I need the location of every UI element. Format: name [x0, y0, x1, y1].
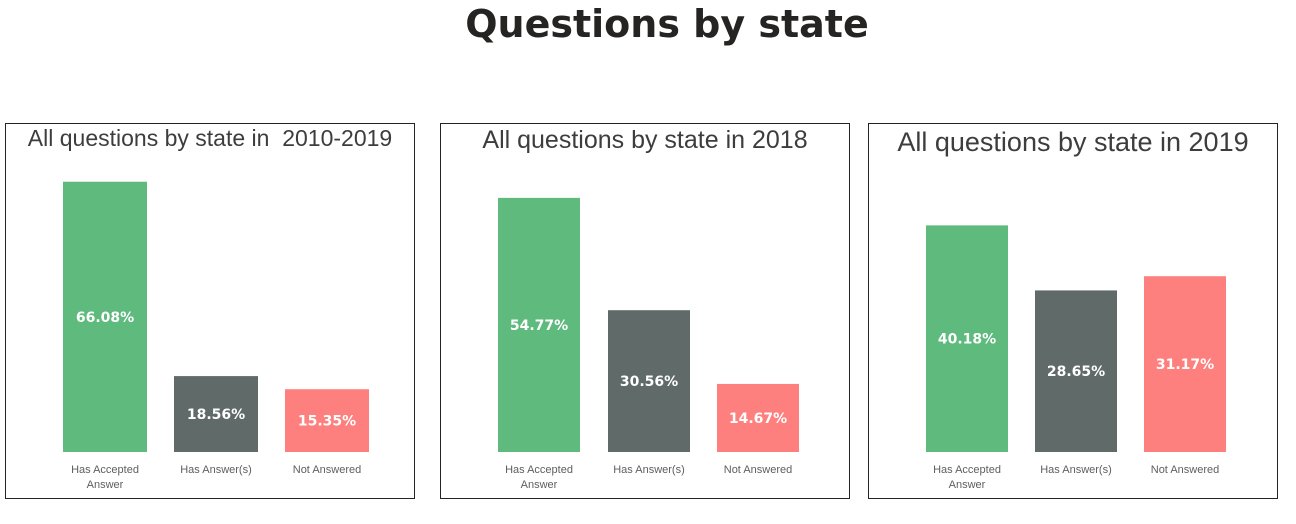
chart-title: All questions by state in 2018 — [482, 126, 807, 154]
bar-not-answered-2018 — [717, 383, 799, 452]
x-tick-label-has-accepted-answer-line-1: Has Accepted — [933, 464, 1001, 476]
bar-has-accepted-answer-2018 — [498, 197, 580, 452]
x-tick-label-has-accepted-answer-line-2: Answer — [949, 479, 986, 491]
bar-has-accepted-answer-2010-2019 — [63, 181, 147, 453]
x-tick-label-has-answers: Has Answer(s) — [180, 464, 252, 476]
data-label-has-answers: 28.65% — [1047, 364, 1105, 380]
x-tick-label-has-accepted-answer-line-1: Has Accepted — [505, 464, 573, 476]
x-tick-label-not-answered: Not Answered — [724, 464, 792, 476]
chart-panel-2010-2019: All questions by state in 2010-2019 66.08… — [5, 123, 415, 499]
x-tick-label-has-answers: Has Answer(s) — [613, 464, 685, 476]
x-tick-label-has-accepted-answer-line-2: Answer — [521, 479, 558, 491]
data-label-not-answered: 14.67% — [729, 411, 787, 427]
x-tick-label-not-answered: Not Answered — [1151, 464, 1219, 476]
data-label-not-answered: 31.17% — [1156, 357, 1214, 373]
bar-has-answers-2010-2019 — [174, 376, 258, 452]
data-label-has-accepted-answer: 54.77% — [510, 318, 568, 334]
bar-chart-2019: All questions by state in 2019 40.18% Has … — [897, 127, 1248, 491]
data-label-has-accepted-answer: 66.08% — [76, 310, 134, 326]
chart-title: All questions by state in 2010-2019 — [28, 125, 392, 151]
data-label-not-answered: 15.35% — [298, 414, 356, 430]
page-title: Questions by state — [465, 2, 869, 46]
bar-not-answered-2010-2019 — [285, 389, 369, 452]
bar-not-answered-2019 — [1144, 276, 1226, 452]
x-tick-label-has-answers: Has Answer(s) — [1040, 464, 1112, 476]
chart-title: All questions by state in 2019 — [897, 127, 1248, 157]
bar-chart-2010-2019: All questions by state in 2010-2019 66.08… — [28, 125, 392, 491]
data-label-has-answers: 30.56% — [620, 374, 678, 390]
bar-has-answers-2018 — [608, 310, 690, 452]
data-label-has-answers: 18.56% — [187, 407, 245, 423]
bar-has-accepted-answer-2019 — [926, 225, 1008, 452]
bar-chart-2018: All questions by state in 2018 54.77% Has … — [482, 126, 807, 491]
data-label-has-accepted-answer: 40.18% — [938, 332, 996, 348]
x-tick-label-not-answered: Not Answered — [293, 464, 361, 476]
x-tick-label-has-accepted-answer-line-2: Answer — [87, 479, 124, 491]
bar-has-answers-2019 — [1035, 290, 1117, 452]
x-tick-label-has-accepted-answer-line-1: Has Accepted — [71, 464, 139, 476]
chart-panel-2018: All questions by state in 2018 54.77% Has … — [440, 123, 850, 499]
chart-panel-2019: All questions by state in 2019 40.18% Has … — [868, 123, 1278, 499]
